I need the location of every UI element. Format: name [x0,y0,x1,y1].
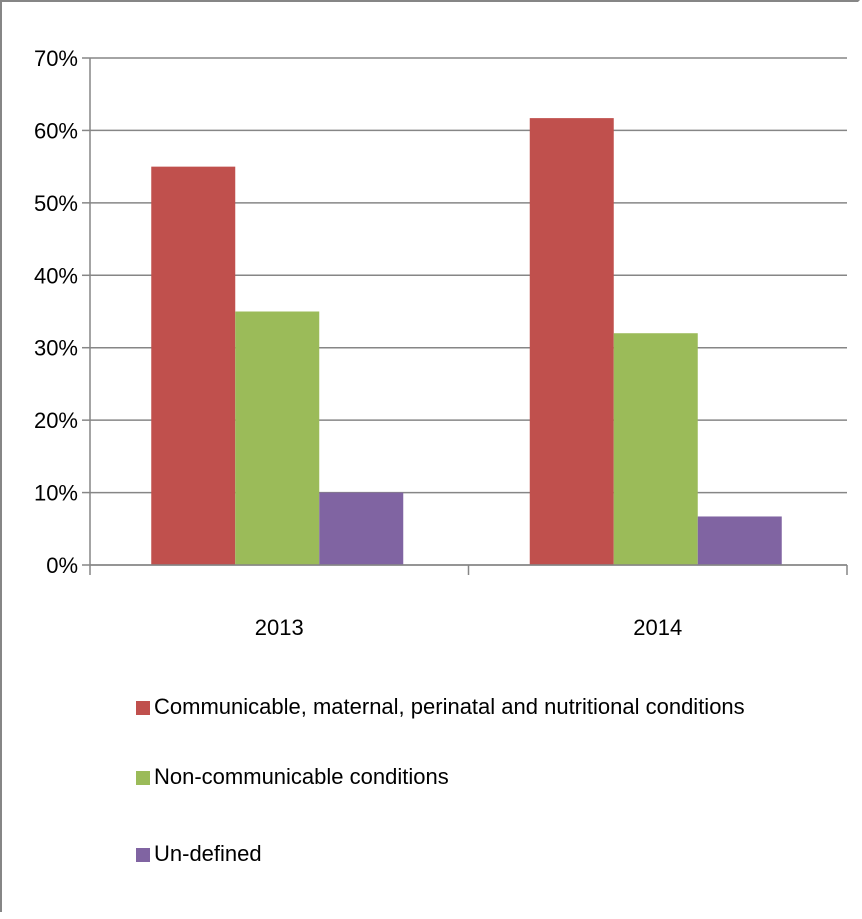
y-tick-label: 50% [34,191,78,216]
x-category-label: 2013 [255,615,304,640]
y-tick-label: 40% [34,263,78,288]
legend-swatch-1 [136,701,150,715]
y-tick-label: 10% [34,481,78,506]
y-tick-label: 70% [34,46,78,71]
x-category-label: 2014 [633,615,682,640]
y-tick-label: 20% [34,408,78,433]
bar-2013-series-2 [235,311,320,565]
bar-2014-series-1 [529,118,614,565]
legend-swatch-3 [136,848,150,862]
legend: Communicable, maternal, perinatal and nu… [136,694,745,866]
bars [151,118,782,565]
legend-swatch-2 [136,771,150,785]
legend-label-3: Un-defined [154,841,262,866]
bar-2014-series-3 [697,516,782,565]
y-tick-label: 30% [34,336,78,361]
bar-2014-series-2 [613,333,698,565]
legend-label-2: Non-communicable conditions [154,764,449,789]
y-axis-tick-labels: 0% 10% 20% 30% 40% 50% 60% 70% [34,46,78,578]
legend-label-1: Communicable, maternal, perinatal and nu… [154,694,745,719]
bar-2013-series-3 [319,492,404,565]
x-axis-category-labels: 2013 2014 [255,615,682,640]
y-tick-label: 60% [34,118,78,143]
y-tick-label: 0% [46,553,78,578]
bar-2013-series-1 [151,166,236,565]
x-axis [89,564,848,575]
